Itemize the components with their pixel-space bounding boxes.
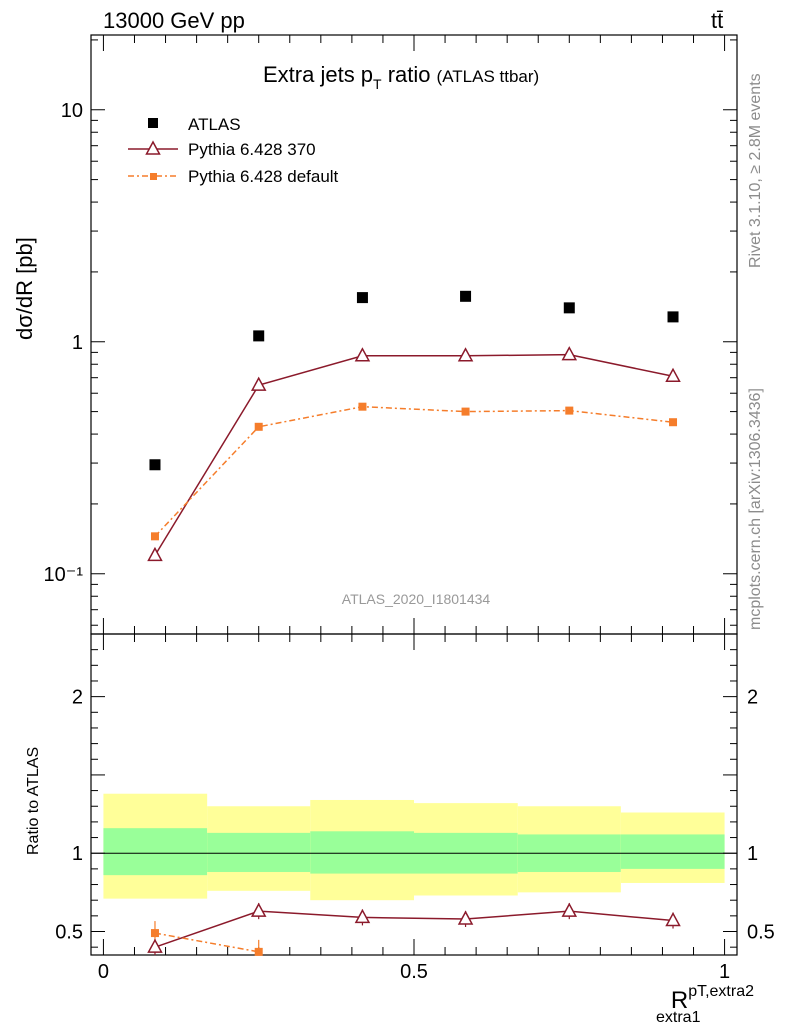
x-tick-label: 0 xyxy=(98,961,109,983)
main-title: Extra jets pT ratio (ATLAS ttbar) xyxy=(263,62,539,92)
atlas-point xyxy=(149,459,161,471)
pythia-default-point xyxy=(150,532,159,541)
legend-entry-pythia-default: Pythia 6.428 default xyxy=(188,167,339,186)
atlas-point xyxy=(667,311,679,323)
atlas-point xyxy=(356,292,368,304)
ratio-y-tick-label-right: 0.5 xyxy=(747,922,775,944)
energy-label: 13000 GeV pp xyxy=(103,8,245,33)
main-title-text: Extra jets p xyxy=(263,62,373,87)
x-tick-label: 1 xyxy=(719,961,730,983)
ratio-y-axis-label: Ratio to ATLAS xyxy=(25,747,42,855)
legend-entry-atlas: ATLAS xyxy=(188,115,241,134)
top-y-axis-label: dσ/dR [pb] xyxy=(12,237,37,340)
ratio-y-tick-label-right: 1 xyxy=(747,843,758,865)
main-title-note: (ATLAS ttbar) xyxy=(437,67,540,86)
x-axis-label-sub: extra1 xyxy=(656,1009,701,1024)
ratio-y-tick-label-left: 2 xyxy=(72,687,83,709)
ratio-y-tick-label-right: 2 xyxy=(747,687,758,709)
ratio-y-tick-label-left: 1 xyxy=(72,843,83,865)
pythia-default-point xyxy=(565,406,574,415)
ratio-pythia370-point xyxy=(561,902,578,917)
series-line-pythia370 xyxy=(154,353,674,556)
ratio-pythia370-point xyxy=(147,938,163,953)
ratio-pythia370-point xyxy=(457,910,474,925)
ratio-band-inner xyxy=(207,832,311,873)
x-tick-label: 0.5 xyxy=(400,961,428,983)
legend-marker-pythia370 xyxy=(145,140,161,155)
ratio-pythia370-point xyxy=(354,908,371,924)
top-y-tick-label: 1 xyxy=(72,332,83,354)
pythia370-point xyxy=(147,546,163,562)
pythia370-point xyxy=(457,347,474,362)
atlas-point xyxy=(460,290,472,302)
rivet-version-label: Rivet 3.1.10, ≥ 2.8M events xyxy=(747,73,764,268)
main-title-tail: ratio xyxy=(382,62,431,87)
pythia-default-point xyxy=(358,402,367,411)
top-y-tick-label: 10 xyxy=(61,100,83,122)
ratio-pythia-default-point xyxy=(254,947,263,956)
ratio-band-inner xyxy=(103,828,208,876)
ratio-pythia370-point xyxy=(250,902,267,917)
ratio-band-inner xyxy=(310,831,414,874)
atlas-point xyxy=(563,302,575,314)
series-line-pythia-default xyxy=(154,405,674,537)
x-axis-label-sup: pT,extra2 xyxy=(688,983,754,1000)
pythia370-point xyxy=(354,347,371,362)
ratio-band-inner xyxy=(620,834,725,869)
legend: ATLAS Pythia 6.428 370 Pythia 6.428 defa… xyxy=(128,115,339,186)
pythia370-point xyxy=(665,367,681,383)
atlas-point xyxy=(253,330,265,342)
mcplots-label: mcplots.cern.ch [arXiv:1306.3436] xyxy=(747,388,764,630)
ratio-y-tick-label-left: 0.5 xyxy=(55,922,83,944)
legend-marker-pythia-default xyxy=(150,173,157,180)
main-title-subscript: T xyxy=(373,76,382,92)
legend-marker-atlas xyxy=(148,118,158,128)
pythia-default-point xyxy=(461,407,470,416)
ratio-pythia-default-point xyxy=(150,929,159,938)
ratio-line-pythia370 xyxy=(154,910,674,948)
pythia370-point xyxy=(250,376,267,391)
pythia370-point xyxy=(561,346,578,361)
pythia-default-point xyxy=(669,418,678,427)
x-axis-label: RpT,extra2 extra1 xyxy=(656,983,754,1024)
top-y-tick-label: 10⁻¹ xyxy=(44,564,84,586)
analysis-watermark: ATLAS_2020_I1801434 xyxy=(342,591,491,607)
process-label: tt̄ xyxy=(711,8,723,33)
x-axis-label-main: R xyxy=(671,987,688,1014)
legend-entry-pythia370: Pythia 6.428 370 xyxy=(188,140,316,159)
ratio-pythia370-point xyxy=(665,911,681,927)
pythia-default-point xyxy=(254,422,263,431)
ratio-line-pythia-default xyxy=(154,932,259,953)
